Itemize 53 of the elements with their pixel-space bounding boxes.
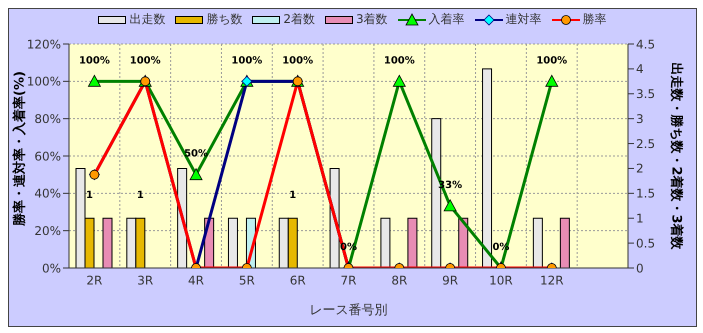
data-label: 100%: [130, 55, 161, 66]
x-tick-label: 2R: [86, 274, 102, 288]
data-label: 100%: [78, 55, 110, 66]
y-tick-label: 60%: [34, 149, 61, 164]
y2-tick-label: 4: [636, 62, 644, 76]
y-tick-label: 40%: [34, 186, 61, 201]
y2-axis-title: 出走数・勝ち数・2着数・3着数: [668, 62, 684, 251]
bar: [228, 218, 238, 268]
y-axis-title: 勝率・連対率・入着率(%): [12, 71, 28, 227]
x-tick-label: 8R: [391, 274, 408, 288]
y2-tick-label: 0: [636, 261, 644, 276]
bar: [482, 68, 492, 268]
data-label: 100%: [384, 55, 415, 66]
bar: [102, 218, 112, 268]
x-tick-label: 9R: [442, 274, 458, 288]
x-tick-label: 10R: [489, 274, 513, 288]
y-tick-label: 80%: [34, 112, 61, 126]
y2-tick-label: 3: [636, 112, 644, 126]
legend-label: 勝ち数: [206, 11, 242, 28]
data-label: 1: [136, 190, 144, 202]
legend-label: 入着率: [428, 11, 465, 28]
y-tick-label: 100%: [26, 74, 61, 89]
bar: [380, 218, 390, 268]
data-label: 1: [86, 190, 94, 202]
y-tick-label: 120%: [26, 37, 61, 52]
x-tick-label: 4R: [188, 274, 204, 288]
y2-tick-label: 2.5: [636, 136, 656, 151]
data-label: 100%: [536, 55, 568, 66]
data-label: 100%: [282, 55, 314, 66]
y2-tick-label: 4.5: [636, 37, 656, 52]
legend-label: 勝率: [582, 11, 607, 28]
bar: [560, 218, 570, 268]
bar: [407, 218, 418, 268]
bar: [532, 218, 543, 268]
data-label: 100%: [231, 55, 262, 66]
y2-tick-label: 0.5: [636, 236, 656, 250]
y2-tick-label: 3.5: [636, 87, 656, 102]
legend-label: 出走数: [129, 11, 166, 28]
legend-label: 2着数: [283, 11, 315, 28]
x-tick-label: 12R: [540, 274, 564, 288]
legend-label: 連対率: [506, 11, 542, 28]
x-tick-label: 7R: [340, 274, 356, 288]
y2-tick-label: 1.5: [636, 186, 656, 201]
x-axis-title: レース番号別: [310, 303, 388, 318]
y2-tick-label: 1: [636, 211, 644, 226]
x-tick-label: 5R: [238, 274, 255, 288]
legend-label: 3着数: [356, 11, 388, 28]
x-tick-label: 6R: [290, 274, 306, 288]
y-tick-label: 0%: [42, 261, 61, 276]
data-label: 1: [289, 190, 296, 202]
y-tick-label: 20%: [34, 224, 61, 238]
y2-tick-label: 2: [636, 162, 644, 176]
x-tick-label: 3R: [137, 274, 154, 288]
